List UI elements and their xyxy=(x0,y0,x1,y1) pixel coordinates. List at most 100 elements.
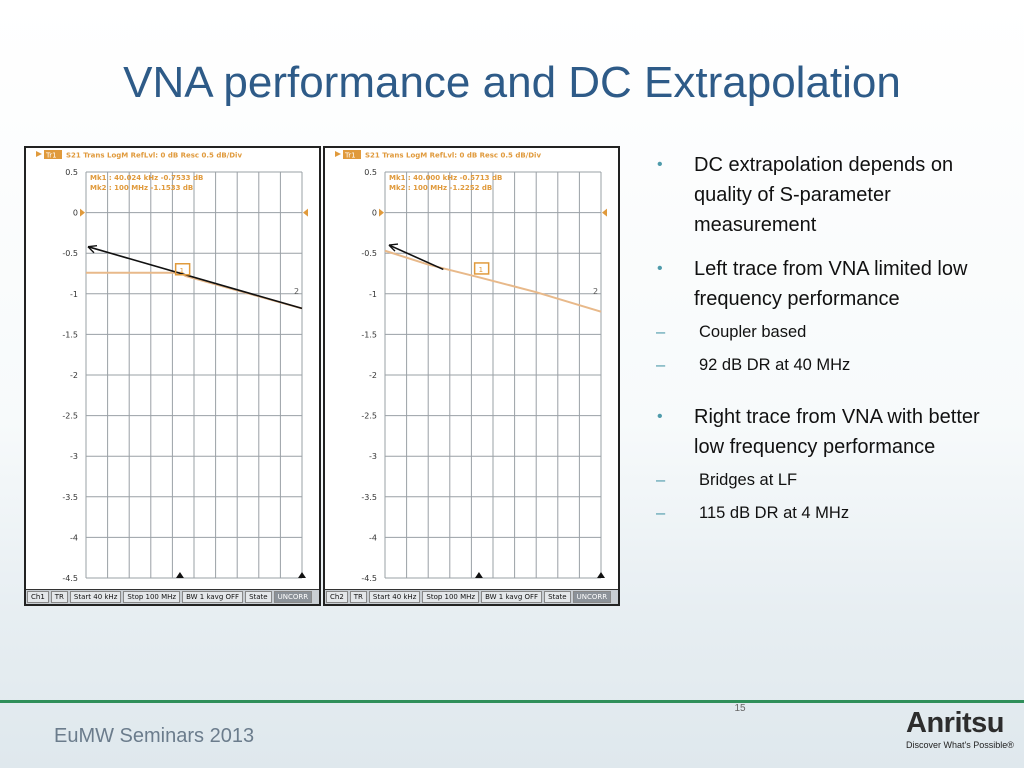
bullet-group: • Right trace from VNA with better low f… xyxy=(655,402,1015,530)
y-tick-label: -2 xyxy=(369,371,377,380)
trace-label-box xyxy=(343,150,361,159)
y-tick-label: -4.5 xyxy=(62,574,78,583)
vna-status-bar-left: Ch1 TR Start 40 kHz Stop 100 MHz BW 1 ka… xyxy=(26,589,319,604)
footer-text: EuMW Seminars 2013 xyxy=(54,725,255,747)
header-bar xyxy=(325,148,618,160)
vna-screen-left: Tr1 S21 Trans LogM RefLvl: 0 dB Resc 0.5 … xyxy=(24,146,321,606)
extrapolation-line xyxy=(388,244,444,271)
y-tick-label: -4.5 xyxy=(361,574,377,583)
sub-bullet-text: Coupler based xyxy=(699,323,807,341)
page-number: 15 xyxy=(734,703,746,714)
y-tick-label: -2 xyxy=(70,371,78,380)
y-tick-label: -1 xyxy=(70,290,78,299)
trace-header: S21 Trans LogM RefLvl: 0 dB Resc 0.5 dB/… xyxy=(66,152,242,160)
marker-readout: Mk1 : 40.024 kHz -0.7533 dB xyxy=(90,174,203,182)
marker-1-box xyxy=(473,262,490,275)
marker-2-triangle-icon xyxy=(298,572,306,578)
y-tick-label: -3 xyxy=(369,452,377,461)
slide-title: VNA performance and DC Extrapolation xyxy=(123,58,901,107)
status-state: State xyxy=(245,591,272,603)
bullet-text: Left trace from VNA limited low frequenc… xyxy=(694,258,968,310)
bullet-dot-icon: • xyxy=(657,156,663,173)
vna-screen-right: Tr1 S21 Trans LogM RefLvl: 0 dB Resc 0.5 … xyxy=(323,146,620,606)
status-state: State xyxy=(544,591,571,603)
y-tick-label: -4 xyxy=(70,533,78,542)
anritsu-logo: Anritsu Discover What's Possible® xyxy=(900,708,1018,754)
trace-label-box xyxy=(44,150,62,159)
bullet-text: DC extrapolation depends on quality of S… xyxy=(694,154,954,236)
status-channel: Ch1 xyxy=(27,591,49,603)
marker-1-triangle-icon xyxy=(175,572,184,578)
bullet-group: • Left trace from VNA limited low freque… xyxy=(655,254,1015,382)
bullet-dot-icon: • xyxy=(657,260,663,277)
status-stop: Stop 100 MHz xyxy=(422,591,480,603)
ref-marker-left-icon xyxy=(80,208,85,217)
marker-readout: Mk2 : 100 MHz -1.1533 dB xyxy=(90,184,193,192)
extrapolation-line xyxy=(87,245,303,310)
marker-1-box xyxy=(174,263,191,276)
bullet-group: • DC extrapolation depends on quality of… xyxy=(655,150,1015,240)
trace-arrow-icon xyxy=(36,151,42,157)
trace-label: Tr1 xyxy=(344,152,356,160)
logo-tagline: Discover What's Possible® xyxy=(906,740,1014,750)
status-start: Start 40 kHz xyxy=(69,591,122,603)
marker-2-triangle-icon xyxy=(597,572,605,578)
y-tick-label: -0.5 xyxy=(361,249,377,258)
marker-2-label: 2 xyxy=(294,287,299,296)
trace-arrow-icon xyxy=(335,151,341,157)
marker-readout: Mk1 : 40.000 kHz -0.5713 dB xyxy=(389,174,502,182)
arrowhead-icon xyxy=(87,245,98,254)
status-tr: TR xyxy=(349,591,367,603)
bullet-item: • Right trace from VNA with better low f… xyxy=(655,402,1015,462)
vna-plot-right: Tr1 S21 Trans LogM RefLvl: 0 dB Resc 0.5 … xyxy=(325,148,618,583)
status-tr: TR xyxy=(50,591,68,603)
trace-header: S21 Trans LogM RefLvl: 0 dB Resc 0.5 dB/… xyxy=(365,152,541,160)
status-bw: BW 1 kavg OFF xyxy=(182,591,244,603)
bullet-item: • Left trace from VNA limited low freque… xyxy=(655,254,1015,314)
bullet-text: Right trace from VNA with better low fre… xyxy=(694,406,980,458)
logo-wordmark: Anritsu xyxy=(906,707,1005,739)
ref-marker-right-icon xyxy=(602,208,607,217)
vna-plot-left: Tr1 S21 Trans LogM RefLvl: 0 dB Resc 0.5 … xyxy=(26,148,319,583)
status-corr: UNCORR xyxy=(273,591,313,603)
sub-bullet-item: – 115 dB DR at 4 MHz xyxy=(655,497,1015,530)
y-tick-label: 0.5 xyxy=(364,168,377,177)
dash-icon: – xyxy=(656,323,666,341)
footer-divider xyxy=(0,700,1024,703)
dash-icon: – xyxy=(656,471,666,489)
trace-label: Tr1 xyxy=(45,152,57,160)
status-start: Start 40 kHz xyxy=(368,591,421,603)
measurement-trace xyxy=(384,249,602,313)
marker-readout: Mk2 : 100 MHz -1.2252 dB xyxy=(389,184,492,192)
status-bw: BW 1 kavg OFF xyxy=(481,591,543,603)
y-tick-label: -3 xyxy=(70,452,78,461)
y-tick-label: 0.5 xyxy=(65,168,78,177)
ref-marker-left-icon xyxy=(379,208,384,217)
bullet-list: • DC extrapolation depends on quality of… xyxy=(655,150,1015,544)
sub-bullet-item: – Bridges at LF xyxy=(655,464,1015,497)
status-channel: Ch2 xyxy=(326,591,348,603)
vna-status-bar-right: Ch2 TR Start 40 kHz Stop 100 MHz BW 1 ka… xyxy=(325,589,618,604)
dash-icon: – xyxy=(656,504,666,522)
y-tick-label: -0.5 xyxy=(62,249,78,258)
marker-2-label: 2 xyxy=(593,287,598,296)
sub-bullet-item: – 92 dB DR at 40 MHz xyxy=(655,349,1015,382)
arrowhead-icon xyxy=(388,243,399,252)
y-tick-label: -3.5 xyxy=(62,493,78,502)
status-corr: UNCORR xyxy=(572,591,612,603)
y-tick-label: -2.5 xyxy=(62,412,78,421)
dash-icon: – xyxy=(656,356,666,374)
ref-marker-right-icon xyxy=(303,208,308,217)
marker-1-label: 1 xyxy=(180,267,184,275)
y-tick-label: -2.5 xyxy=(361,412,377,421)
y-tick-label: 0 xyxy=(372,209,377,218)
y-tick-label: 0 xyxy=(73,209,78,218)
sub-bullet-text: 92 dB DR at 40 MHz xyxy=(699,356,851,374)
bullet-dot-icon: • xyxy=(657,408,663,425)
y-tick-label: -1.5 xyxy=(62,330,78,339)
header-bar xyxy=(26,148,319,160)
y-tick-label: -3.5 xyxy=(361,493,377,502)
marker-1-label: 1 xyxy=(479,266,483,274)
marker-1-triangle-icon xyxy=(474,572,483,578)
